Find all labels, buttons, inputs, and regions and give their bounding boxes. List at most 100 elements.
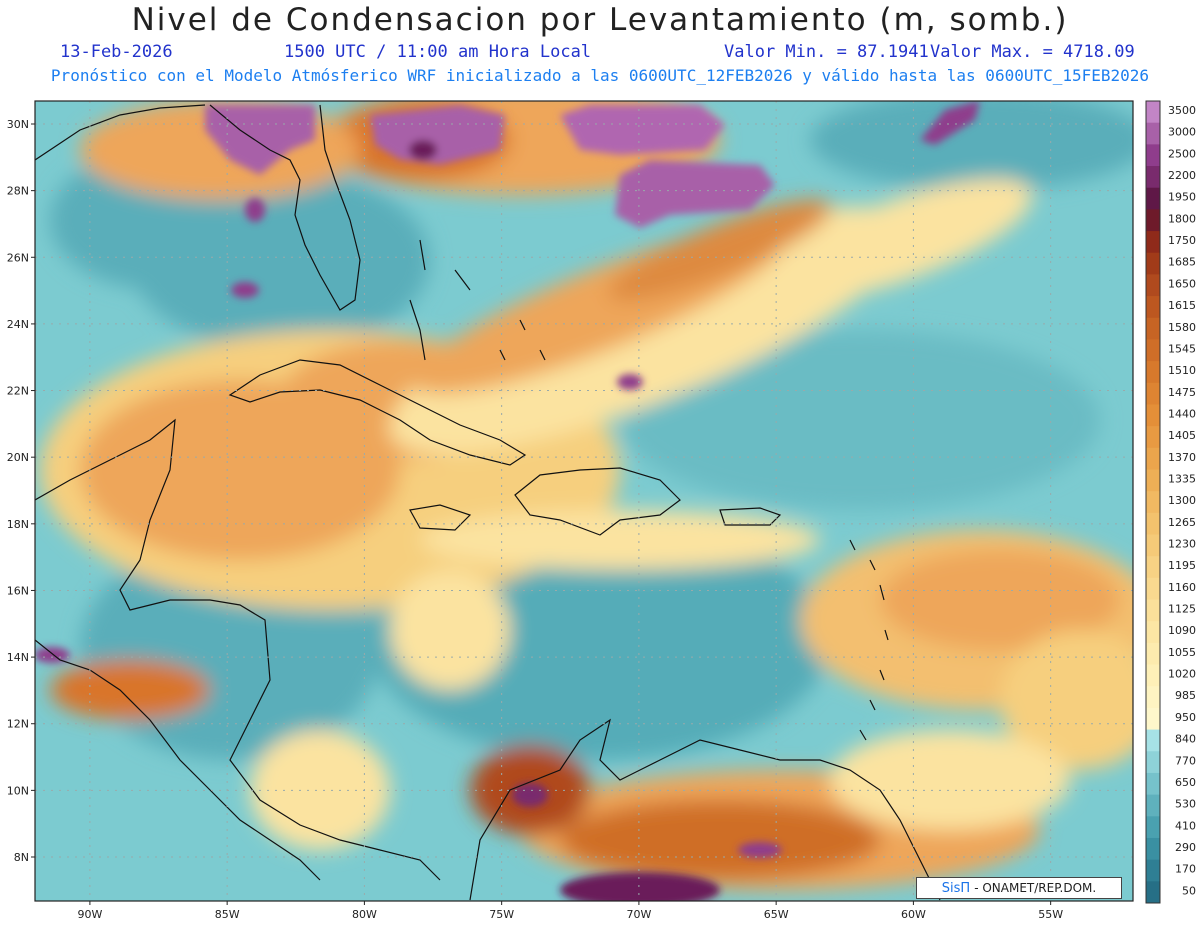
lat-tick-label: 12N <box>7 718 29 731</box>
colorbar-swatch <box>1146 772 1160 796</box>
colorbar-label: 410 <box>1175 819 1196 832</box>
lon-tick-label: 80W <box>352 908 377 921</box>
colorbar-swatch <box>1146 512 1160 536</box>
colorbar-label: 2200 <box>1168 169 1196 182</box>
colorbar-label: 1750 <box>1168 234 1196 247</box>
colorbar-swatch <box>1146 707 1160 731</box>
colorbar-label: 1950 <box>1168 191 1196 204</box>
min-value: Valor Min. = 87.1941 <box>724 42 929 62</box>
lat-tick-label: 16N <box>7 584 29 597</box>
lat-tick-label: 26N <box>7 251 29 264</box>
lon-tick-label: 85W <box>215 908 240 921</box>
colorbar-swatch <box>1146 122 1160 145</box>
colorbar-label: 770 <box>1175 754 1196 767</box>
map-title: Nivel de Condensacion por Levantamiento … <box>131 2 1069 38</box>
colorbar-label: 840 <box>1175 733 1196 746</box>
colorbar-swatch <box>1146 426 1160 449</box>
colorbar-swatch <box>1146 187 1160 210</box>
colorbar-swatch <box>1146 382 1160 405</box>
credit-text: - ONAMET/REP.DOM. <box>974 881 1097 895</box>
colorbar-swatch <box>1146 577 1160 601</box>
max-value: Valor Max. = 4718.09 <box>930 42 1135 62</box>
colorbar-swatch <box>1146 274 1160 297</box>
colorbar-swatch <box>1146 729 1160 752</box>
colorbar-swatch <box>1146 556 1160 579</box>
colorbar-label: 1685 <box>1168 256 1196 269</box>
colorbar-swatch <box>1146 599 1160 622</box>
colorbar-label: 1615 <box>1168 299 1196 312</box>
colorbar-label: 1800 <box>1168 212 1196 225</box>
lat-tick-label: 14N <box>7 651 29 664</box>
colorbar-swatch <box>1146 686 1160 709</box>
colorbar-swatch <box>1146 469 1160 492</box>
colorbar-swatch <box>1146 664 1160 687</box>
colorbar-swatch <box>1146 317 1160 340</box>
colorbar-label: 1090 <box>1168 624 1196 637</box>
colorbar-swatch <box>1146 751 1160 774</box>
colorbar-swatch <box>1146 447 1160 470</box>
lat-tick-label: 20N <box>7 451 29 464</box>
colorbar-label: 1440 <box>1168 407 1196 420</box>
forecast-date: 13-Feb-2026 <box>60 42 173 62</box>
graticule <box>35 101 1133 901</box>
lon-tick-label: 90W <box>77 908 102 921</box>
lat-tick-label: 10N <box>7 784 29 797</box>
latitude-axis: 30N 28N 26N 24N 22N 20N 18N 16N 14N 12N 10N 8N <box>7 118 35 864</box>
colorbar: 3500 3000 2500 2200 1950 1800 1750 1685 1650 1615… <box>1145 100 1196 904</box>
colorbar-label: 1125 <box>1168 603 1196 616</box>
colorbar-label: 50 <box>1182 884 1196 897</box>
colorbar-label: 1475 <box>1168 386 1196 399</box>
colorbar-label: 1335 <box>1168 472 1196 485</box>
lat-tick-label: 24N <box>7 318 29 331</box>
colorbar-swatch <box>1146 361 1160 384</box>
colorbar-label: 950 <box>1175 711 1196 724</box>
colorbar-label: 1510 <box>1168 364 1196 377</box>
lon-tick-label: 75W <box>489 908 514 921</box>
colorbar-label: 290 <box>1175 841 1196 854</box>
colorbar-label: 1370 <box>1168 451 1196 464</box>
colorbar-label: 1405 <box>1168 429 1196 442</box>
colorbar-swatch <box>1146 816 1160 839</box>
colorbar-swatch <box>1146 296 1160 319</box>
colorbar-label: 170 <box>1175 863 1196 876</box>
colorbar-swatch <box>1146 491 1160 514</box>
colorbar-label: 650 <box>1175 776 1196 789</box>
colorbar-swatch <box>1146 166 1160 189</box>
colorbar-swatch <box>1146 339 1160 362</box>
colorbar-label: 1020 <box>1168 668 1196 681</box>
colorbar-swatch <box>1146 101 1160 124</box>
colorbar-label: 1195 <box>1168 559 1196 572</box>
credit-box: SisΠ - ONAMET/REP.DOM. <box>916 877 1122 899</box>
lon-tick-label: 60W <box>901 908 926 921</box>
colorbar-swatch <box>1146 881 1160 904</box>
colorbar-swatch <box>1146 642 1160 666</box>
forecast-time: 1500 UTC / 11:00 am Hora Local <box>284 42 592 62</box>
colorbar-swatch <box>1146 231 1160 254</box>
colorbar-swatch <box>1146 794 1160 817</box>
colorbar-swatch <box>1146 252 1160 275</box>
lat-tick-label: 18N <box>7 518 29 531</box>
colorbar-swatch <box>1146 621 1160 644</box>
colorbar-swatch <box>1146 209 1160 232</box>
colorbar-label: 1160 <box>1168 581 1196 594</box>
map-frame <box>34 100 1134 902</box>
lat-tick-label: 28N <box>7 185 29 198</box>
credit-brand: SisΠ <box>941 880 971 896</box>
colorbar-label: 1580 <box>1168 321 1196 334</box>
lon-tick-label: 70W <box>626 908 651 921</box>
colorbar-swatch <box>1146 837 1160 861</box>
model-info: Pronóstico con el Modelo Atmósferico WRF… <box>50 66 1150 85</box>
colorbar-label: 3500 <box>1168 104 1196 117</box>
colorbar-label: 1055 <box>1168 646 1196 659</box>
colorbar-swatch <box>1146 144 1160 167</box>
colorbar-swatch <box>1146 404 1160 427</box>
colorbar-label: 1650 <box>1168 277 1196 290</box>
coastlines <box>35 104 941 901</box>
lon-tick-label: 55W <box>1038 908 1063 921</box>
lat-tick-label: 22N <box>7 385 29 398</box>
colorbar-label: 1300 <box>1168 494 1196 507</box>
colorbar-swatch <box>1146 859 1160 882</box>
longitude-axis: 90W 85W 80W 75W 70W 65W 60W 55W <box>77 901 1063 921</box>
lcl-shaded-field <box>35 101 1133 901</box>
